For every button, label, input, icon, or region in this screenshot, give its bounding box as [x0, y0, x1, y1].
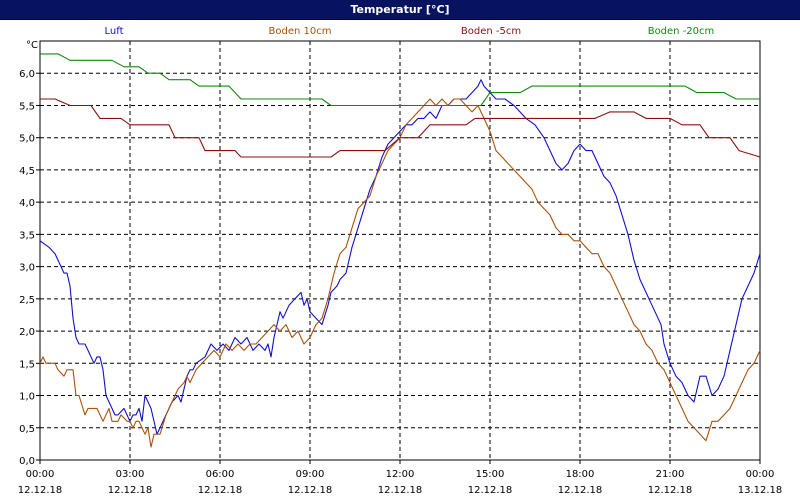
x-tick-time: 09:00: [296, 469, 325, 480]
legend-item-0: Luft: [105, 26, 124, 37]
x-tick-time: 18:00: [566, 469, 595, 480]
x-tick-date: 12.12.18: [468, 485, 513, 496]
x-tick-time: 00:00: [746, 469, 775, 480]
y-tick-label: 2,0: [19, 327, 35, 338]
x-tick-date: 12.12.18: [648, 485, 693, 496]
y-axis-ticks: 0,0 0,5 1,0 1,5 2,0 2,5 3,0 3,5 4,0 4,5 5,0 5,5 6,0: [19, 69, 40, 467]
title-bar: Temperatur [°C]: [0, 0, 800, 20]
grid-lines: [40, 41, 760, 460]
x-tick-date: 12.12.18: [18, 485, 63, 496]
y-tick-label: 3,0: [19, 263, 35, 274]
x-tick-date: 12.12.18: [378, 485, 423, 496]
y-tick-label: 1,5: [19, 359, 35, 370]
y-tick-label: 0,5: [19, 424, 35, 435]
plot-area: [39, 40, 761, 461]
legend-item-3: Boden -20cm: [648, 26, 715, 37]
series-line-0: [39, 79, 761, 435]
chart-title: Temperatur [°C]: [350, 3, 450, 16]
y-tick-label: 4,0: [19, 198, 35, 209]
x-tick-date: 12.12.18: [108, 485, 153, 496]
x-tick-date: 12.12.18: [288, 485, 333, 496]
x-tick-date: 12.12.18: [198, 485, 243, 496]
y-axis-label: °C: [26, 40, 38, 51]
x-tick-time: 00:00: [26, 469, 55, 480]
series-line-3: [40, 53, 760, 107]
y-tick-label: 5,5: [19, 101, 35, 112]
x-tick-time: 21:00: [656, 469, 685, 480]
x-axis-ticks: 00:00 12.12.18 03:00 12.12.18 06:00 12.12.18 0…: [18, 460, 783, 496]
series-lines: [39, 53, 761, 448]
legend-item-1: Boden 10cm: [269, 26, 332, 37]
y-tick-label: 1,0: [19, 392, 35, 403]
series-line-2: [40, 98, 761, 158]
x-tick-time: 06:00: [206, 469, 235, 480]
y-tick-label: 0,0: [19, 456, 35, 467]
y-tick-label: 3,5: [19, 230, 35, 241]
x-tick-date: 12.12.18: [558, 485, 603, 496]
y-tick-label: 5,0: [19, 134, 35, 145]
x-tick-time: 15:00: [476, 469, 505, 480]
y-tick-label: 2,5: [19, 295, 35, 306]
chart-legend: Luft Boden 10cm Boden -5cm Boden -20cm: [105, 26, 715, 37]
x-tick-date: 13.12.18: [738, 485, 783, 496]
series-line-1: [39, 98, 761, 448]
y-tick-label: 4,5: [19, 166, 35, 177]
x-tick-time: 12:00: [386, 469, 415, 480]
legend-item-2: Boden -5cm: [461, 26, 521, 37]
y-tick-label: 6,0: [19, 69, 35, 80]
x-tick-time: 03:00: [116, 469, 145, 480]
